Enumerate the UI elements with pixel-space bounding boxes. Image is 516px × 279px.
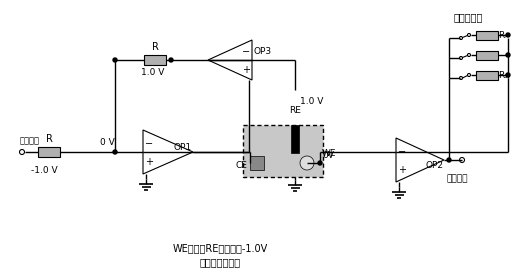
Circle shape	[506, 53, 510, 57]
Text: RE: RE	[289, 106, 301, 115]
Text: OP1: OP1	[173, 143, 191, 151]
Bar	[144, 55, 166, 65]
Text: WE相对于RE的电压为-1.0V: WE相对于RE的电压为-1.0V	[172, 243, 268, 253]
Circle shape	[506, 33, 510, 37]
Circle shape	[318, 161, 322, 165]
Text: OP2: OP2	[425, 160, 443, 170]
Text: −: −	[398, 147, 406, 157]
Circle shape	[447, 158, 451, 162]
Text: 与输入信号相同: 与输入信号相同	[200, 257, 240, 267]
Polygon shape	[143, 130, 193, 174]
Circle shape	[460, 37, 462, 40]
Text: +: +	[398, 165, 406, 175]
Text: WE: WE	[322, 149, 336, 158]
Text: +: +	[145, 157, 153, 167]
Circle shape	[506, 73, 510, 77]
Text: 电流灵敏度: 电流灵敏度	[454, 12, 482, 22]
Text: 信号输入: 信号输入	[20, 136, 40, 145]
Circle shape	[467, 73, 471, 76]
Circle shape	[460, 57, 462, 59]
Bar	[476, 50, 497, 59]
Text: R: R	[45, 134, 53, 144]
Bar	[250, 156, 264, 170]
Text: -1.0 V: -1.0 V	[30, 166, 57, 175]
Text: OP3: OP3	[254, 47, 272, 57]
Text: 0 V: 0 V	[100, 138, 115, 147]
Text: +: +	[242, 65, 250, 75]
Circle shape	[467, 54, 471, 57]
Circle shape	[113, 58, 117, 62]
Circle shape	[300, 156, 314, 170]
Text: Rᵢ: Rᵢ	[498, 30, 506, 40]
Text: 1.0 V: 1.0 V	[300, 97, 324, 107]
Text: R: R	[152, 42, 158, 52]
Text: 电流输出: 电流输出	[446, 174, 467, 183]
Polygon shape	[208, 40, 252, 80]
FancyBboxPatch shape	[243, 125, 323, 177]
Circle shape	[467, 33, 471, 37]
Bar	[38, 147, 60, 157]
Text: R₁: R₁	[498, 71, 508, 80]
Circle shape	[20, 150, 24, 155]
Circle shape	[460, 158, 464, 162]
Text: −: −	[145, 139, 153, 149]
Text: 0V: 0V	[322, 151, 334, 160]
Circle shape	[460, 76, 462, 80]
Polygon shape	[396, 138, 444, 182]
Circle shape	[169, 58, 173, 62]
Bar	[476, 30, 497, 40]
Circle shape	[113, 150, 117, 154]
Bar	[476, 71, 497, 80]
Text: 1.0 V: 1.0 V	[141, 68, 165, 77]
Text: CE: CE	[235, 162, 247, 170]
Bar	[291, 125, 299, 153]
Text: −: −	[242, 47, 250, 57]
